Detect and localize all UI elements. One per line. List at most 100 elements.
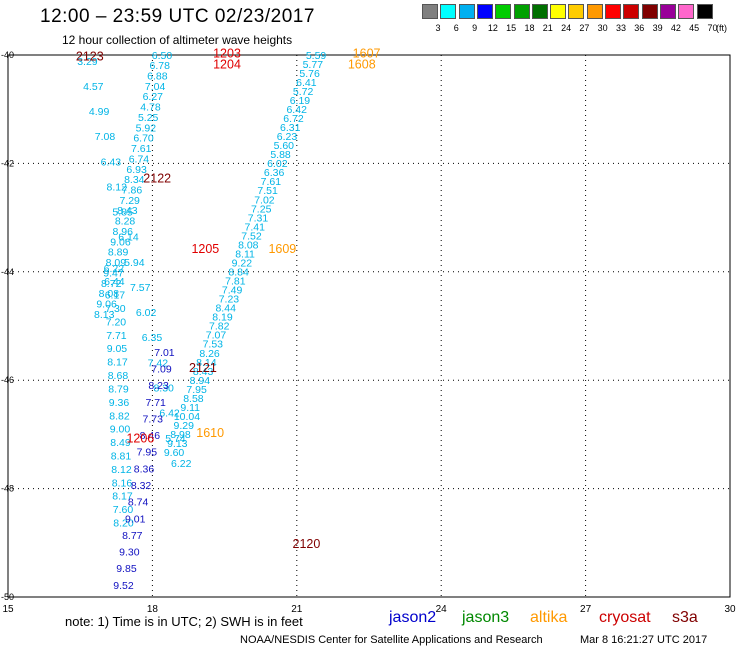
pass-time-label: 1608: [348, 58, 376, 72]
wave-height-label: 6.93: [126, 164, 147, 176]
wave-height-label: 8.44: [215, 303, 236, 315]
wave-height-label: 8.17: [112, 491, 133, 503]
wave-height-label: 8.72: [101, 278, 122, 290]
wave-height-label: 7.49: [222, 285, 243, 297]
x-tick-label: 27: [580, 604, 592, 615]
wave-height-label: 7.20: [106, 316, 127, 328]
legend-label-3: 3: [435, 23, 441, 33]
wave-height-label: 4.78: [140, 102, 161, 114]
legend-swatch-18: [513, 4, 530, 19]
wave-height-label: 6.74: [129, 153, 150, 165]
wave-height-label: 8.12: [111, 464, 132, 476]
wave-height-label: 9.47: [103, 267, 124, 279]
satellite-altika: altika: [530, 609, 568, 626]
wave-height-label: 7.04: [145, 81, 166, 93]
wave-height-label: 8.36: [134, 463, 155, 475]
pass-time-label: 1206: [126, 432, 154, 446]
wave-height-label: 8.11: [235, 248, 255, 260]
legend-label-9: 9: [472, 23, 478, 33]
wave-height-label: 9.00: [110, 424, 131, 436]
wave-height-label: 8.49: [110, 437, 131, 449]
x-tick-label: 30: [724, 604, 736, 615]
wave-height-label: 6.43: [101, 156, 122, 168]
wave-height-label: 8.46: [140, 430, 161, 442]
wave-height-label: 6.42: [159, 408, 180, 420]
wave-height-label: 8.77: [122, 530, 143, 542]
legend-label-36: 36: [634, 23, 645, 33]
wave-height-label: 7.51: [257, 185, 278, 197]
wave-height-label: 5.25: [138, 112, 159, 124]
wave-height-label: 7.71: [145, 397, 166, 409]
legend-swatch-36: [623, 4, 640, 19]
legend-swatch-45: [678, 4, 695, 19]
wave-height-label: 6.22: [104, 263, 125, 275]
x-tick-label: 18: [147, 604, 159, 615]
wave-height-label: 4.57: [83, 81, 104, 93]
wave-height-label: 8.68: [108, 370, 129, 382]
wave-height-label: 8.19: [212, 312, 233, 324]
wave-height-label: 8.89: [108, 247, 129, 259]
wave-height-label: 7.42: [148, 357, 169, 369]
wave-height-label: 7.73: [143, 413, 164, 425]
legend-label-12: 12: [487, 23, 498, 33]
legend-label-30: 30: [597, 23, 608, 33]
legend-label-45: 45: [689, 23, 700, 33]
pass-time-label: 1203: [213, 47, 241, 61]
wave-height-label: 9.60: [164, 447, 185, 459]
wave-height-label: 7.86: [122, 185, 143, 197]
wave-height-label: 6.72: [283, 113, 304, 125]
legend-swatch-3: [422, 4, 438, 19]
wave-height-label: 5.72: [293, 86, 314, 98]
wave-height-label: 9.22: [232, 257, 253, 269]
wave-height-label: 7.08: [95, 131, 116, 143]
wave-height-label: 9.85: [116, 563, 137, 575]
wave-height-label: 8.74: [128, 497, 149, 509]
wave-height-label: 7.71: [106, 330, 127, 342]
legend-label-27: 27: [579, 23, 590, 33]
satellite-jason2: jason2: [389, 609, 437, 626]
wave-height-label: 6.02: [136, 307, 157, 319]
wave-height-label: 7.60: [113, 504, 134, 516]
y-tick-label: -40: [1, 50, 14, 60]
wave-height-label: 8.34: [124, 174, 145, 186]
y-tick-label: -44: [1, 267, 14, 277]
wave-height-label: 7.95: [186, 384, 207, 396]
satellite-cryosat: cryosat: [599, 609, 651, 626]
pass-time-label: 1607: [353, 47, 381, 61]
wave-height-label: 6.14: [118, 232, 139, 244]
wave-height-label: 8.84: [228, 266, 249, 278]
wave-height-label: 9.13: [167, 438, 188, 450]
wave-height-label: 9.52: [113, 580, 134, 592]
wave-height-label: 7.52: [241, 230, 262, 242]
wave-height-label: 6.41: [296, 77, 317, 89]
map-subtitle: 12 hour collection of altimeter wave hei…: [62, 33, 293, 47]
wave-height-label: 7.82: [209, 321, 230, 333]
wave-height-label: 6.27: [143, 91, 164, 103]
wave-height-label: 8.08: [99, 288, 120, 300]
wave-height-label: 8.79: [108, 383, 129, 395]
wave-height-label: 4.99: [89, 106, 110, 118]
wave-height-label: 5.77: [303, 59, 324, 71]
wave-height-label: 9.30: [119, 547, 140, 559]
wave-height-label: 9.06: [96, 299, 117, 311]
wave-height-label: 8.17: [107, 357, 128, 369]
wave-height-label: 7.57: [130, 282, 151, 294]
wave-height-label: 7.01: [154, 347, 175, 359]
wave-height-label: 7.31: [248, 212, 269, 224]
map-title: 12:00 – 23:59 UTC 02/23/2017: [40, 6, 315, 27]
wave-height-label: 9.01: [125, 513, 146, 525]
pass-time-label: 2121: [189, 361, 217, 375]
wave-height-label: 8.20: [113, 518, 134, 530]
wave-height-label: 6.36: [264, 167, 285, 179]
wave-height-label: 7.61: [131, 143, 152, 155]
wave-height-label: 6.78: [149, 60, 170, 72]
y-tick-label: -50: [1, 592, 14, 602]
wave-height-label: 8.08: [238, 239, 259, 251]
wave-height-label: 6.22: [171, 458, 192, 470]
wave-height-label: 6.17: [105, 290, 126, 302]
pass-time-label: 2123: [76, 49, 104, 63]
wave-height-label: 6.19: [290, 95, 311, 107]
legend-label-15: 15: [506, 23, 517, 33]
wave-height-label: 8.16: [112, 477, 133, 489]
wave-height-label: 8.30: [153, 383, 174, 395]
